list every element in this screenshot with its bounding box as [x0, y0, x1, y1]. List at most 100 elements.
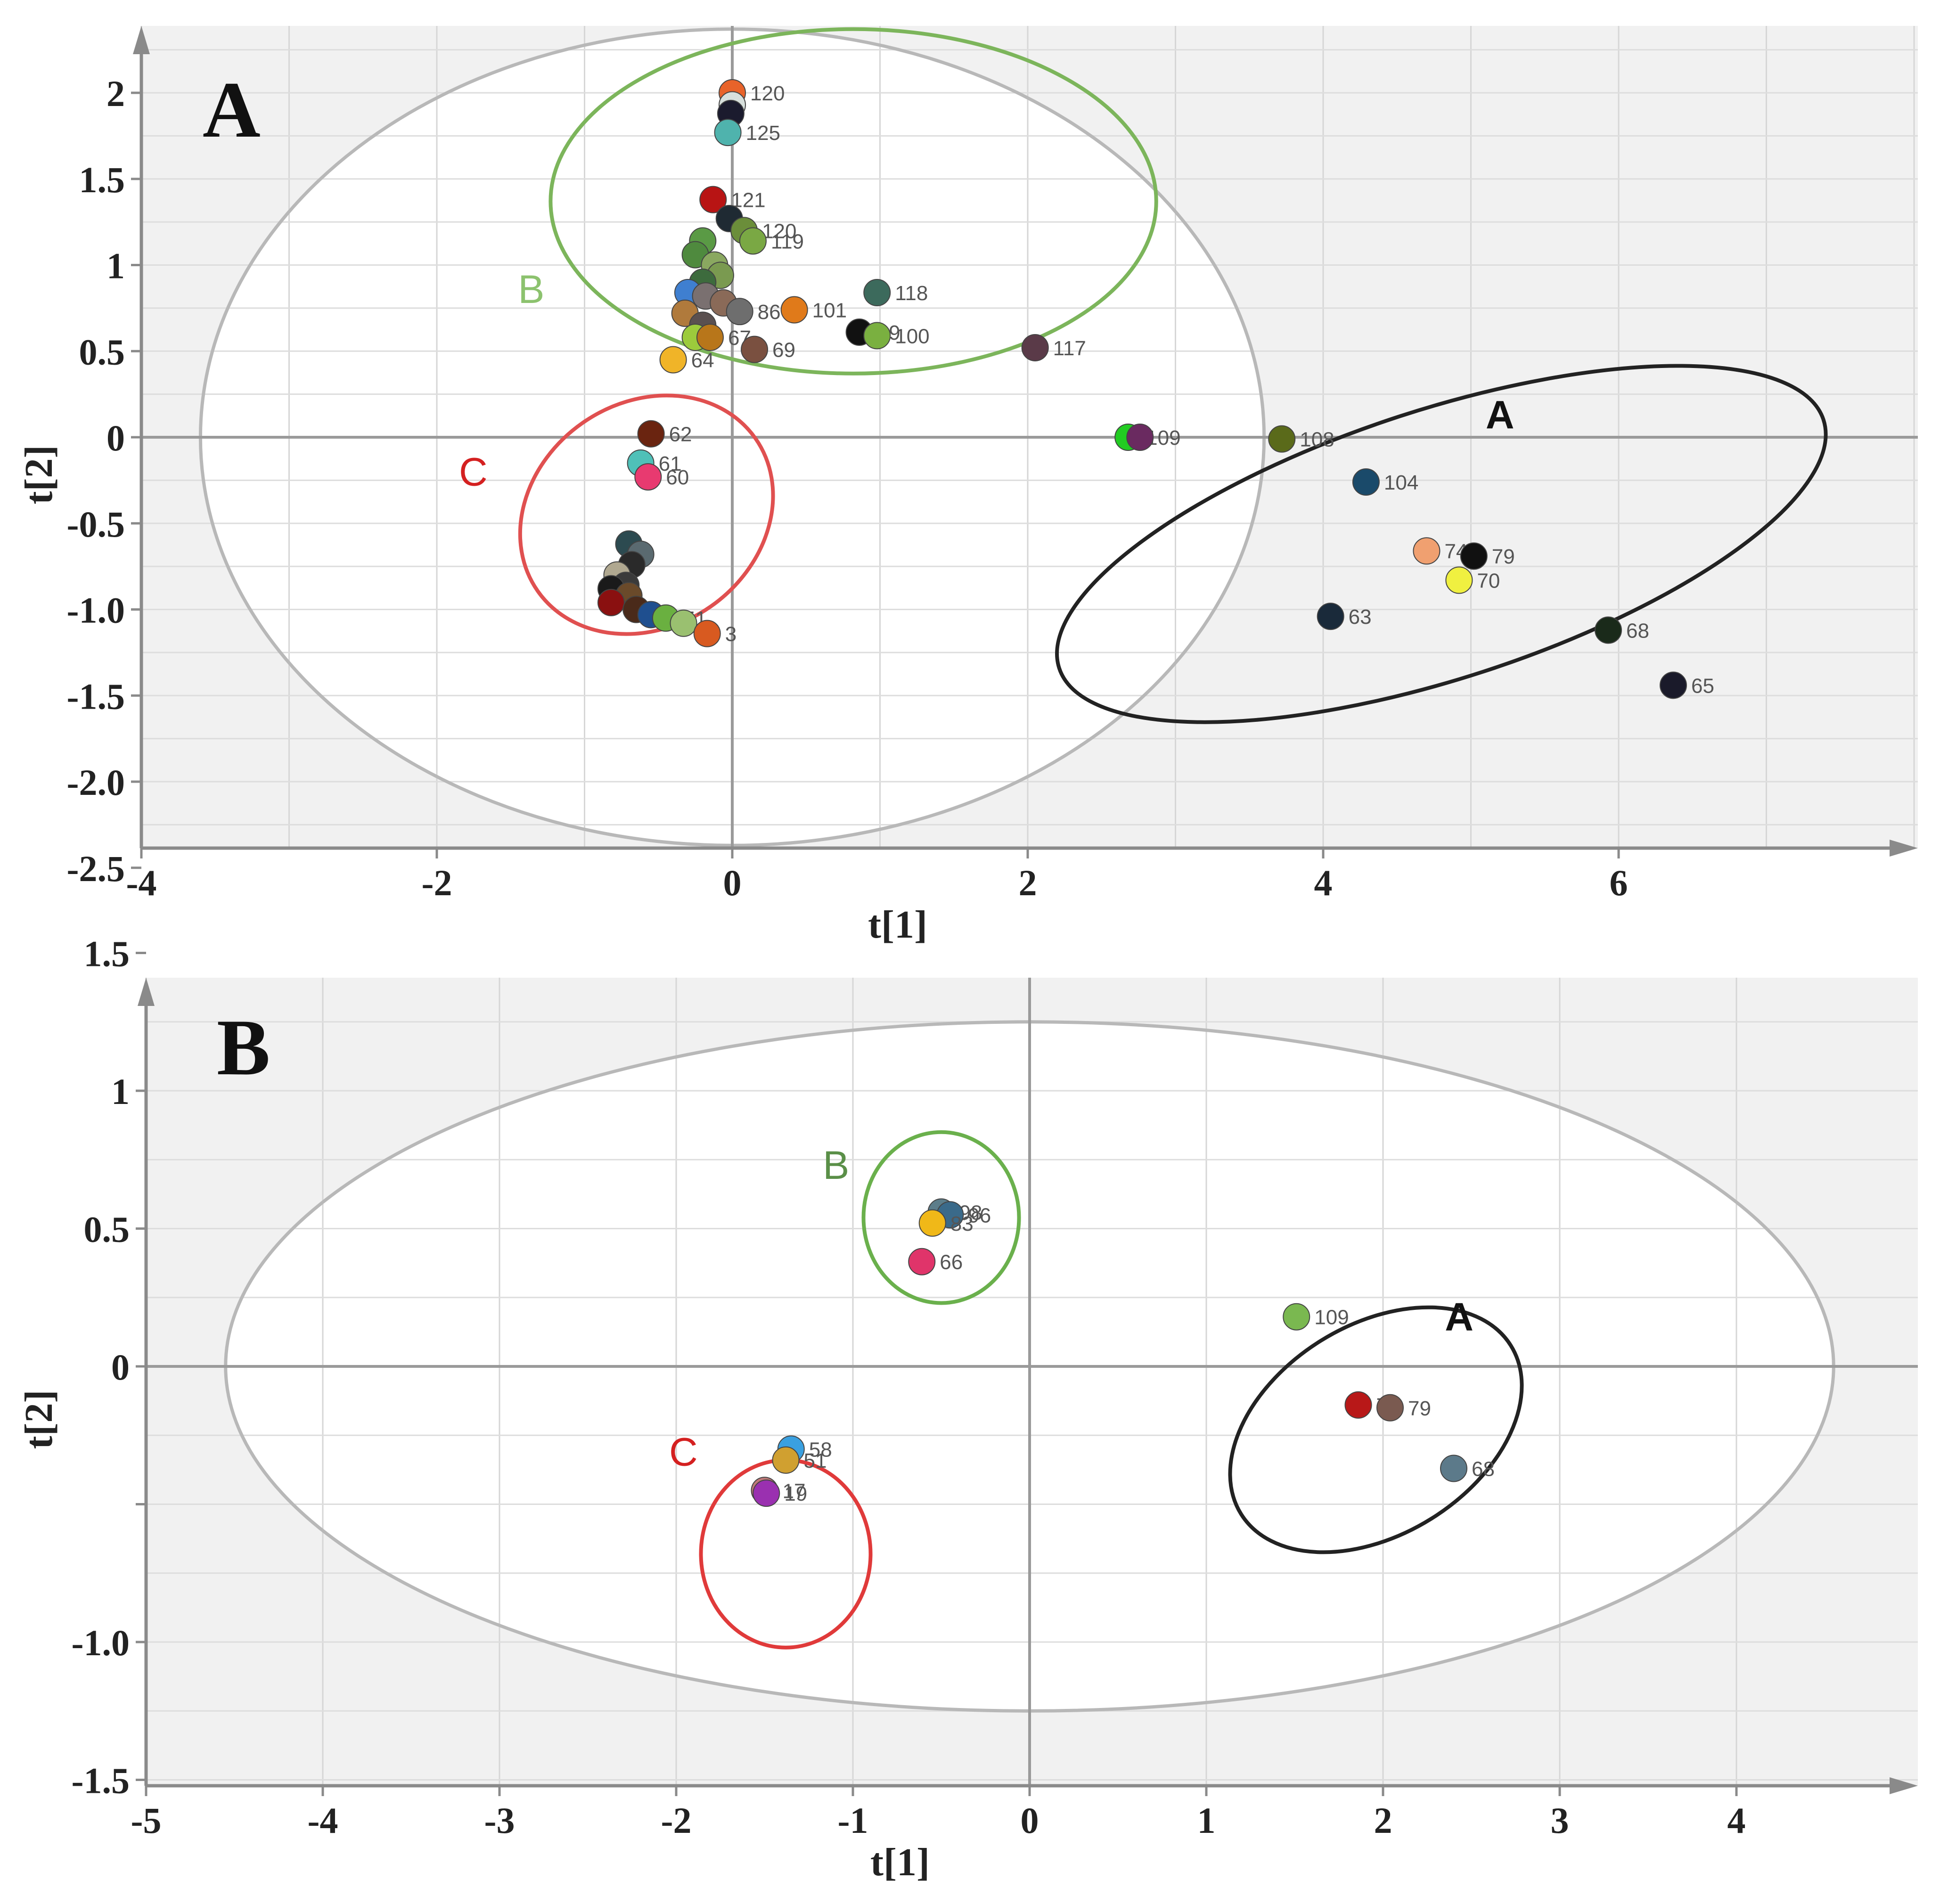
panel-a-y-tick-label: -2.0	[67, 762, 125, 803]
panel-a-data-point[interactable]	[696, 324, 724, 351]
panel-a-data-point[interactable]	[739, 227, 767, 255]
panel-a-y-tick-label: 0.5	[79, 331, 125, 372]
panel-a-y-tick-label: -2.5	[67, 848, 125, 889]
panel-a-cluster-a-ellipse	[1055, 364, 1828, 724]
panel-b-x-tick-label: -4	[308, 1800, 338, 1841]
panel-b-score-plot: -5 -4 -3 -2 -1 0 1 2 3 4 1.5 1 0.5 0 -1.0 -1.5 -2.0 t[1] t…	[17, 933, 1918, 1904]
panel-b-data-point[interactable]	[753, 1479, 780, 1507]
panel-b-point-label: 66	[940, 1251, 963, 1274]
panel-a-data-point[interactable]	[1413, 537, 1441, 565]
panel-b-data-point[interactable]	[1283, 1303, 1310, 1331]
panel-a-y-axis-arrow-icon	[133, 26, 150, 54]
panel-b-data-point[interactable]	[772, 1446, 800, 1474]
panel-a-x-tick-label: 4	[1314, 862, 1333, 903]
panel-b-y-tick-label: -1.5	[72, 1760, 130, 1801]
panel-a-cluster-c-label: C	[459, 449, 488, 494]
panel-a-x-tick-label: 2	[1019, 862, 1037, 903]
panel-a-data-point[interactable]	[741, 335, 769, 363]
panel-b-x-tick-label: 2	[1374, 1800, 1392, 1841]
panel-b-y-axis-title: t[2]	[17, 1390, 61, 1449]
panel-b-panel-letter: B	[217, 1003, 270, 1092]
panel-a-cluster-a-label: A	[1486, 393, 1514, 437]
panel-b-y-tick-label: 0	[111, 1347, 130, 1388]
panel-a-y-tick-label: 1	[106, 245, 125, 286]
panel-a-x-tick-label: 0	[723, 862, 742, 903]
panel-b-point-label: 17	[783, 1479, 806, 1503]
panel-a-y-axis-title: t[2]	[17, 445, 61, 505]
panel-b-point-label: 19	[784, 1482, 807, 1505]
panel-b-data-point[interactable]	[908, 1248, 936, 1275]
panel-a-data-point[interactable]	[1268, 425, 1296, 453]
panel-a-point-label: 70	[1477, 569, 1500, 592]
panel-a-point-label: 64	[691, 349, 714, 372]
panel-b-x-tick-label: -2	[661, 1800, 692, 1841]
panel-a-point-label: 79	[1492, 545, 1515, 568]
panel-a-data-point[interactable]	[597, 588, 625, 616]
panel-a-point-label: 60	[666, 466, 689, 489]
panel-a-data-point[interactable]	[1595, 616, 1622, 644]
panel-a-data-point[interactable]	[1317, 603, 1344, 630]
panel-a-data-point[interactable]	[726, 298, 753, 326]
panel-a-panel-letter: A	[203, 65, 261, 154]
panel-b-y-tick-label: 0.5	[84, 1209, 130, 1250]
panel-a-x-tick-label: -2	[422, 862, 452, 903]
panel-a-data-point[interactable]	[670, 609, 697, 637]
panel-a-data-point[interactable]	[1460, 542, 1488, 570]
panel-a-point-label: 120	[762, 220, 796, 243]
panel-b-x-tick-label: 1	[1197, 1800, 1216, 1841]
panel-a-data-point[interactable]	[863, 278, 891, 306]
panel-a-data-point[interactable]	[714, 119, 742, 147]
panel-a-point-label: 68	[1626, 619, 1649, 642]
panel-b-x-axis-title: t[1]	[870, 1840, 930, 1884]
panel-a-points: 1201251211201198610111867696499100117626…	[597, 79, 1714, 699]
panel-a-score-plot: -4 -2 0 2 4 621.510.50-0.5-1.0-1.5-2.0-2.5t[1…	[17, 26, 1918, 947]
panel-a-data-point[interactable]	[1021, 334, 1049, 361]
panel-b-y-axis-arrow-icon	[138, 978, 155, 1006]
panel-a-point-label: 117	[1053, 337, 1086, 360]
panel-b-data-point[interactable]	[1376, 1394, 1404, 1422]
panel-a-data-point[interactable]	[780, 296, 808, 324]
panel-b-data-point[interactable]	[1344, 1391, 1372, 1419]
panel-b-points: 9896836610974796858511719	[751, 1198, 1495, 1507]
panel-a-data-point[interactable]	[693, 620, 721, 647]
panel-a-point-label: 108	[1300, 428, 1334, 451]
panel-b-point-label: 68	[1472, 1457, 1495, 1480]
panel-a-point-label: 86	[758, 301, 781, 324]
panel-a-data-point[interactable]	[1659, 671, 1687, 699]
panel-a-y-tick-label: 2	[106, 73, 125, 114]
panel-b-point-label: 109	[1314, 1306, 1349, 1329]
panel-b-x-tick-label: 3	[1551, 1800, 1569, 1841]
panel-a-point-label: 63	[1349, 605, 1372, 629]
panel-a-point-label: 118	[895, 282, 928, 305]
panel-a-data-point[interactable]	[659, 346, 687, 374]
panel-b-data-point[interactable]	[918, 1209, 946, 1237]
panel-b-cluster-a-ellipse	[1228, 1305, 1524, 1554]
panel-b-y-tick-label: 1.5	[84, 933, 130, 974]
panel-a-y-tick-label: -0.5	[67, 504, 125, 545]
panel-a-y-tick-label: 0	[106, 417, 125, 458]
panel-b-cluster-b-label: B	[823, 1143, 849, 1187]
panel-a-x-axis-title: t[1]	[868, 903, 927, 947]
panel-b-point-label: 58	[809, 1438, 832, 1462]
panel-a-data-point[interactable]	[699, 186, 727, 213]
panel-a-data-point[interactable]	[1126, 424, 1154, 451]
panel-a-point-label: 104	[1384, 471, 1418, 494]
panel-b-x-tick-label: -1	[838, 1800, 868, 1841]
panel-a-data-point[interactable]	[634, 463, 662, 491]
panel-a-x-tick-label: 6	[1610, 862, 1628, 903]
panel-a-data-point[interactable]	[1352, 468, 1380, 496]
panel-b-point-label: 96	[968, 1204, 991, 1227]
panel-a-data-point[interactable]	[637, 420, 665, 448]
panel-b-data-point[interactable]	[1440, 1455, 1467, 1482]
panel-a-data-point[interactable]	[1445, 566, 1473, 594]
panel-b-y-tick-label: -1.0	[72, 1622, 130, 1663]
panel-a-cluster-b-ellipse	[548, 27, 1158, 376]
panel-a-y-tick-label: 1.5	[79, 159, 125, 200]
panel-a-data-point[interactable]	[863, 322, 891, 350]
panel-a-point-label: 62	[669, 423, 692, 446]
panel-b-x-tick-label: 0	[1021, 1800, 1039, 1841]
panel-b-point-label: 83	[950, 1212, 974, 1235]
panel-a-y-tick-label: -1.0	[67, 590, 125, 631]
panel-a-point-label: 65	[1691, 674, 1714, 697]
